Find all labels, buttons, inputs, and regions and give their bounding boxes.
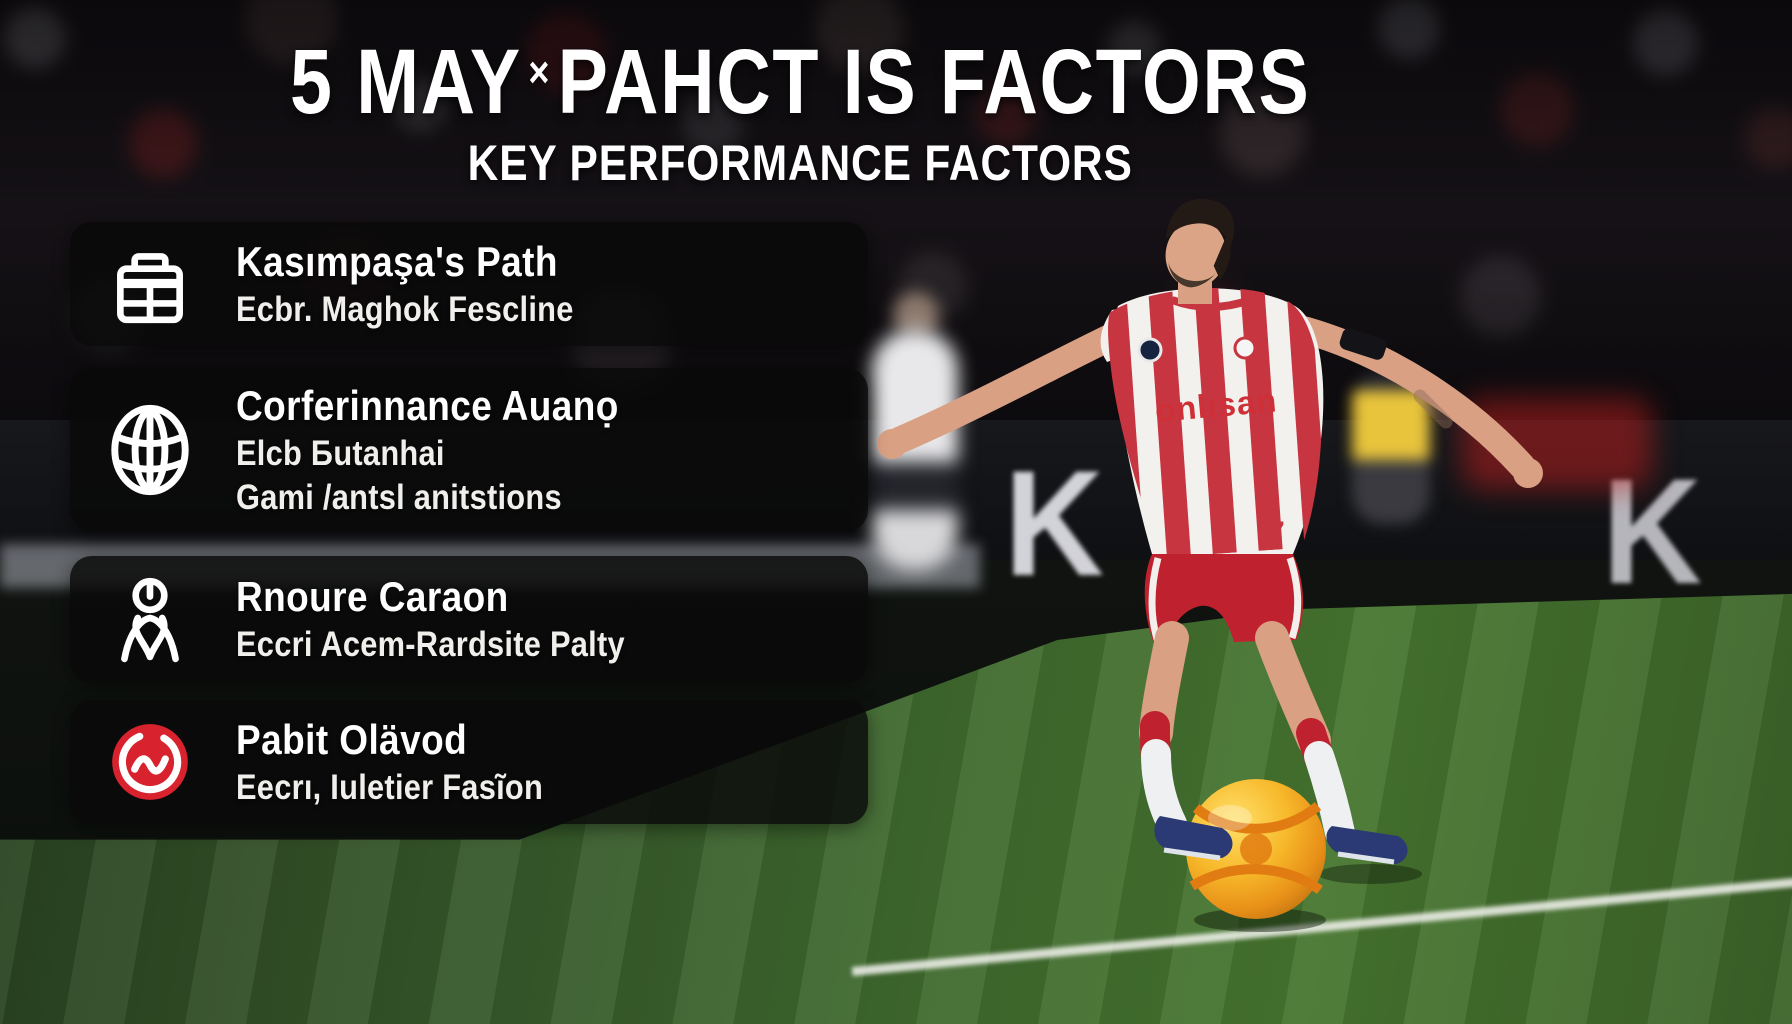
player-head	[1165, 198, 1235, 288]
globe-icon	[98, 402, 202, 498]
panel-subtext: Eecrı, Iuletier Fasĩon	[236, 768, 544, 807]
club-crest	[1137, 337, 1163, 363]
panel-title: Kasımpaşa's Path	[236, 238, 558, 285]
person-pin-icon	[98, 573, 202, 665]
league-badge	[1233, 336, 1257, 360]
player-boots	[1154, 816, 1408, 865]
panel-title: Pabit Olävod	[236, 716, 468, 763]
title-left: 5 MAY	[289, 31, 522, 133]
panel-title: Corferinnance Auanọ	[236, 382, 619, 429]
panel-title: Rnoure Caraon	[236, 573, 509, 620]
panel-subtext: Elcb Ƃutanhai	[236, 434, 445, 473]
panel-subtext: Ecbr. Maghok Fescline	[236, 290, 574, 329]
panel-subtext: Eccri Acem-Rardsite Palty	[236, 625, 625, 664]
football	[1186, 779, 1326, 919]
info-panel-habit: Pabit Olävod Eecrı, Iuletier Fasĩon	[70, 700, 868, 824]
striped-jersey: onlısan 7	[1105, 280, 1331, 561]
foot-shadow	[1318, 864, 1422, 884]
jersey-number: 7	[1268, 516, 1285, 549]
power-wave-icon	[98, 716, 202, 808]
headline-block: 5 MAY ×PAHCT IS FACTORS KEY PERFORMANCE F…	[0, 36, 1600, 188]
billboard-letter: K	[1004, 439, 1104, 607]
page-title: 5 MAY ×PAHCT IS FACTORS	[290, 36, 1310, 128]
steward-figure	[1352, 372, 1430, 524]
panel-subtext: Gami /antsl anitstions	[236, 478, 562, 517]
page-subtitle: KEY PERFORMANCE FACTORS	[467, 135, 1133, 191]
title-right: PAHCT IS FACTORS	[557, 31, 1311, 133]
info-panel-performance: Corferinnance Auanọ Elcb Ƃutanhai Gami /…	[70, 368, 868, 532]
black-armband	[1339, 328, 1387, 360]
calendar-building-icon	[98, 238, 202, 330]
ball-shadow	[1194, 908, 1326, 932]
title-x-mark: ×	[528, 48, 551, 97]
info-panel-route: Rnoure Caraon Eccri Acem-Rardsite Palty	[70, 556, 868, 682]
footballer-photo: onlısan 7	[877, 198, 1543, 932]
info-panel-kasimpasa-path: Kasımpaşa's Path Ecbr. Maghok Fescline	[70, 222, 868, 346]
